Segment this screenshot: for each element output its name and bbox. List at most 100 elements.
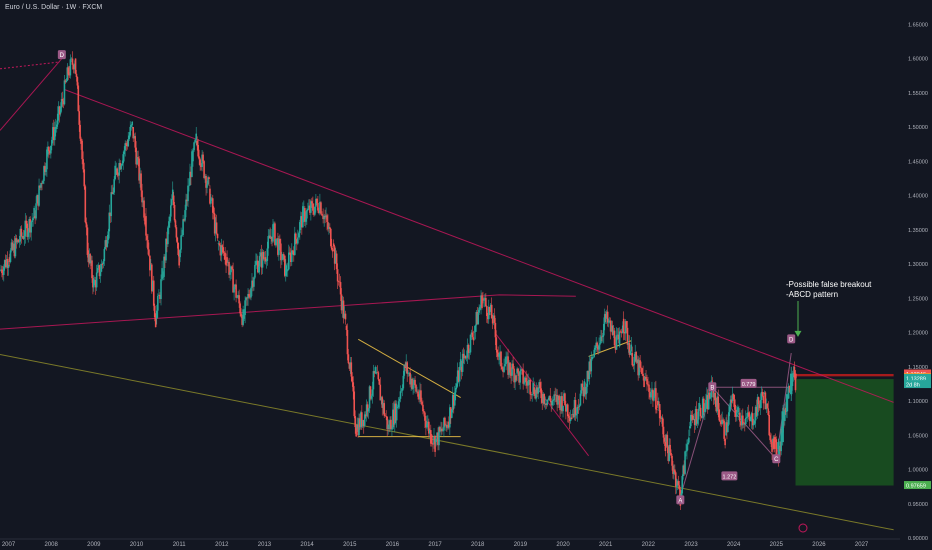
candle-body bbox=[240, 313, 242, 317]
candle-body bbox=[349, 362, 352, 369]
candle-body bbox=[464, 355, 467, 359]
candle-body bbox=[170, 199, 173, 206]
candle-body bbox=[291, 250, 293, 263]
candle-body bbox=[455, 383, 458, 388]
candle-body bbox=[362, 420, 365, 426]
candle-body bbox=[652, 389, 654, 401]
candle-body bbox=[399, 391, 402, 399]
candle-body bbox=[719, 420, 721, 422]
candle-body bbox=[150, 264, 152, 271]
candle-body bbox=[29, 219, 31, 233]
x-tick-label: 2025 bbox=[770, 542, 784, 548]
candle-body bbox=[53, 127, 55, 141]
candle-body bbox=[338, 281, 341, 283]
candle-body bbox=[401, 388, 404, 391]
candle-body bbox=[121, 163, 123, 166]
candle-body bbox=[44, 166, 46, 172]
candle-body bbox=[346, 329, 349, 355]
candle-body bbox=[466, 344, 469, 358]
candle-body bbox=[167, 227, 169, 245]
candle-body bbox=[34, 216, 36, 219]
candle-body bbox=[81, 140, 83, 160]
candle-body bbox=[54, 126, 57, 130]
candle-body bbox=[287, 252, 290, 270]
candle-body bbox=[501, 366, 503, 370]
candle-body bbox=[278, 238, 280, 255]
y-tick-label: 1.00000 bbox=[908, 468, 928, 474]
candle-body bbox=[269, 235, 271, 239]
candle-body bbox=[713, 392, 716, 398]
x-tick-label: 2015 bbox=[343, 542, 357, 548]
candle-body bbox=[694, 408, 697, 426]
candle-body bbox=[273, 223, 275, 230]
candle-body bbox=[706, 395, 709, 410]
x-tick-label: 2010 bbox=[130, 542, 144, 548]
candle-body bbox=[685, 451, 687, 452]
candle-body bbox=[391, 428, 393, 430]
candle-body bbox=[488, 306, 491, 312]
candle-body bbox=[115, 168, 117, 175]
candle-body bbox=[596, 342, 598, 347]
candle-body bbox=[292, 250, 294, 252]
candle-body bbox=[73, 63, 76, 70]
candle-body bbox=[608, 320, 611, 322]
candle-body bbox=[394, 403, 397, 421]
candle-body bbox=[601, 336, 603, 338]
candle-body bbox=[428, 421, 430, 434]
candle-body bbox=[463, 355, 466, 359]
candle-body bbox=[411, 378, 413, 389]
candle-body bbox=[409, 372, 411, 385]
candle-body bbox=[35, 203, 37, 219]
candle-body bbox=[759, 400, 762, 409]
x-tick-label: 2020 bbox=[556, 542, 570, 548]
candle-body bbox=[38, 185, 40, 206]
candle-body bbox=[522, 369, 524, 384]
candle-body bbox=[204, 176, 206, 178]
candle-body bbox=[461, 353, 464, 372]
candle-body bbox=[149, 255, 151, 271]
candle-body bbox=[158, 294, 160, 296]
candle-body bbox=[32, 218, 34, 221]
candle-body bbox=[640, 367, 642, 369]
candle-body bbox=[439, 427, 441, 432]
candle-body bbox=[476, 311, 479, 325]
candle-body bbox=[25, 220, 28, 224]
candle-body bbox=[751, 413, 754, 426]
candle-body bbox=[380, 397, 383, 401]
candle-body bbox=[196, 140, 198, 145]
descending-trendline bbox=[63, 88, 894, 403]
candle-body bbox=[259, 252, 262, 257]
candle-body bbox=[336, 269, 339, 282]
candle-body bbox=[314, 206, 316, 215]
candle-body bbox=[213, 213, 216, 234]
candle-body bbox=[1, 269, 3, 274]
candle-body bbox=[57, 106, 60, 114]
candle-body bbox=[764, 392, 767, 410]
candle-body bbox=[217, 243, 220, 244]
candle-body bbox=[742, 415, 744, 425]
candle-body bbox=[283, 255, 286, 276]
candle-body bbox=[41, 183, 43, 184]
candle-body bbox=[134, 136, 136, 148]
candle-body bbox=[563, 393, 565, 402]
candle-body bbox=[542, 393, 545, 403]
candle-body bbox=[452, 394, 455, 406]
candle-body bbox=[327, 222, 329, 229]
candle-body bbox=[112, 192, 114, 195]
candle-body bbox=[290, 252, 292, 263]
candle-body bbox=[636, 359, 638, 363]
candle-body bbox=[653, 396, 655, 401]
candle-body bbox=[226, 257, 228, 263]
candle-body bbox=[16, 239, 19, 243]
candle-body bbox=[739, 412, 741, 422]
candle-body bbox=[665, 434, 668, 443]
candle-body bbox=[164, 256, 166, 261]
candle-body bbox=[53, 129, 56, 141]
candle-body bbox=[188, 185, 190, 187]
candle-body bbox=[303, 207, 305, 217]
candle-body bbox=[513, 368, 515, 383]
candle-body bbox=[212, 212, 215, 214]
candle-body bbox=[85, 222, 88, 228]
candle-body bbox=[657, 401, 659, 406]
